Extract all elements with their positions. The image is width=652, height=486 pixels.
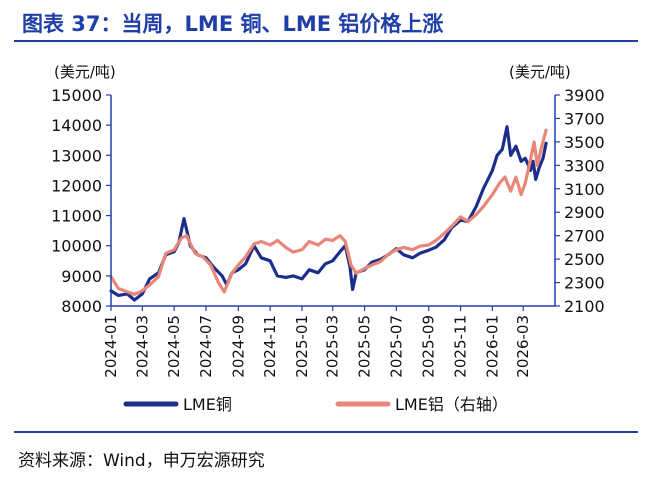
left-axis-tick-label: 14000 — [51, 116, 102, 135]
right-axis-tick-label: 2700 — [564, 227, 605, 246]
x-axis-tick-label: 2024-07 — [197, 315, 215, 378]
x-axis-tick-label: 2024-01 — [102, 315, 120, 378]
axes: 8000 9000 10000 11000 12000 13000 14000 15000 21… — [51, 86, 605, 378]
plot-lines — [109, 125, 548, 302]
x-axis-tick-label: 2024-09 — [229, 315, 247, 378]
aluminum-series-line — [109, 128, 548, 296]
x-axis-tick-label: 2025-05 — [356, 315, 374, 378]
left-axis-tick-label: 15000 — [51, 86, 102, 105]
x-axis-tick-label: 2026-01 — [483, 315, 501, 378]
left-axis-tick-label: 12000 — [51, 176, 102, 195]
x-axis-tick-label: 2025-11 — [452, 315, 470, 378]
x-axis-tick-label: 2024-05 — [165, 315, 183, 378]
x-axis-tick-label: 2025-03 — [324, 315, 342, 378]
right-axis-tick-label: 3700 — [564, 109, 605, 128]
right-axis-tick-label: 3500 — [564, 133, 605, 152]
right-axis-tick-label: 2100 — [564, 297, 605, 316]
chart-title: 图表 37：当周，LME 铜、LME 铝价格上涨 — [22, 12, 443, 36]
x-axis-tick-label: 2024-11 — [261, 315, 279, 378]
right-axis-tick-label: 3100 — [564, 180, 605, 199]
left-axis-tick-label: 8000 — [61, 297, 102, 316]
left-axis-unit: (美元/吨) — [54, 63, 116, 81]
x-axis-tick-label: 2026-03 — [514, 315, 532, 378]
left-axis-tick-label: 10000 — [51, 237, 102, 256]
left-axis-tick-label: 11000 — [51, 207, 102, 226]
x-axis-tick-label: 2025-09 — [420, 315, 438, 378]
legend: LME铜 LME铝（右轴） — [123, 395, 508, 414]
legend-aluminum-label: LME铝（右轴） — [395, 395, 508, 414]
right-axis-tick-label: 3900 — [564, 86, 605, 105]
right-axis-tick-label: 2900 — [564, 203, 605, 222]
left-axis-tick-label: 13000 — [51, 146, 102, 165]
right-axis-unit: (美元/吨) — [509, 63, 571, 81]
x-axis-tick-label: 2025-01 — [293, 315, 311, 378]
left-axis-tick-label: 9000 — [61, 267, 102, 286]
right-axis-tick-label: 2500 — [564, 250, 605, 269]
copper-series-line — [109, 125, 548, 302]
right-axis-tick-label: 2300 — [564, 274, 605, 293]
right-axis-tick-label: 3300 — [564, 156, 605, 175]
source-note: 资料来源：Wind，申万宏源研究 — [18, 451, 265, 471]
x-axis-tick-label: 2024-03 — [133, 315, 151, 378]
legend-copper-label: LME铜 — [183, 395, 232, 414]
x-axis-tick-label: 2025-07 — [387, 315, 405, 378]
